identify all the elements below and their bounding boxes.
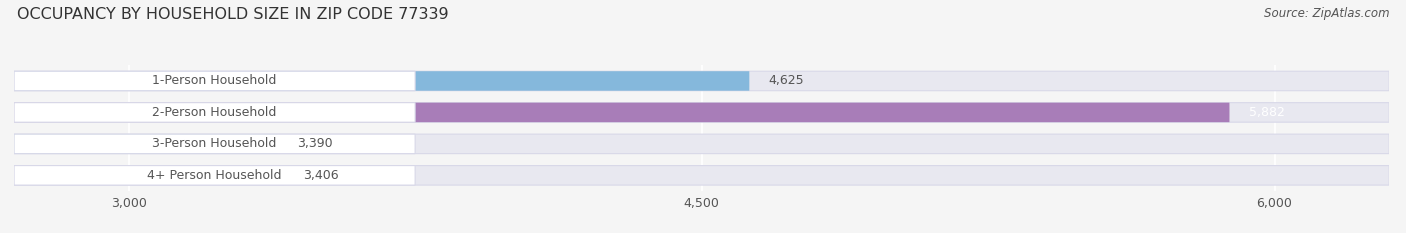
FancyBboxPatch shape xyxy=(14,71,415,91)
Text: 4+ Person Household: 4+ Person Household xyxy=(148,169,281,182)
Text: 1-Person Household: 1-Person Household xyxy=(152,75,277,87)
FancyBboxPatch shape xyxy=(14,134,1389,154)
Text: Source: ZipAtlas.com: Source: ZipAtlas.com xyxy=(1264,7,1389,20)
Text: OCCUPANCY BY HOUSEHOLD SIZE IN ZIP CODE 77339: OCCUPANCY BY HOUSEHOLD SIZE IN ZIP CODE … xyxy=(17,7,449,22)
FancyBboxPatch shape xyxy=(14,134,277,154)
FancyBboxPatch shape xyxy=(14,166,1389,185)
Text: 3,390: 3,390 xyxy=(297,137,332,150)
FancyBboxPatch shape xyxy=(14,103,415,122)
FancyBboxPatch shape xyxy=(14,103,1229,122)
Text: 2-Person Household: 2-Person Household xyxy=(152,106,277,119)
Text: 3-Person Household: 3-Person Household xyxy=(152,137,277,150)
FancyBboxPatch shape xyxy=(14,166,284,185)
FancyBboxPatch shape xyxy=(14,71,1389,91)
FancyBboxPatch shape xyxy=(14,71,749,91)
Text: 3,406: 3,406 xyxy=(302,169,339,182)
Text: 5,882: 5,882 xyxy=(1249,106,1285,119)
FancyBboxPatch shape xyxy=(14,103,1389,122)
FancyBboxPatch shape xyxy=(14,134,415,154)
Text: 4,625: 4,625 xyxy=(769,75,804,87)
FancyBboxPatch shape xyxy=(14,166,415,185)
